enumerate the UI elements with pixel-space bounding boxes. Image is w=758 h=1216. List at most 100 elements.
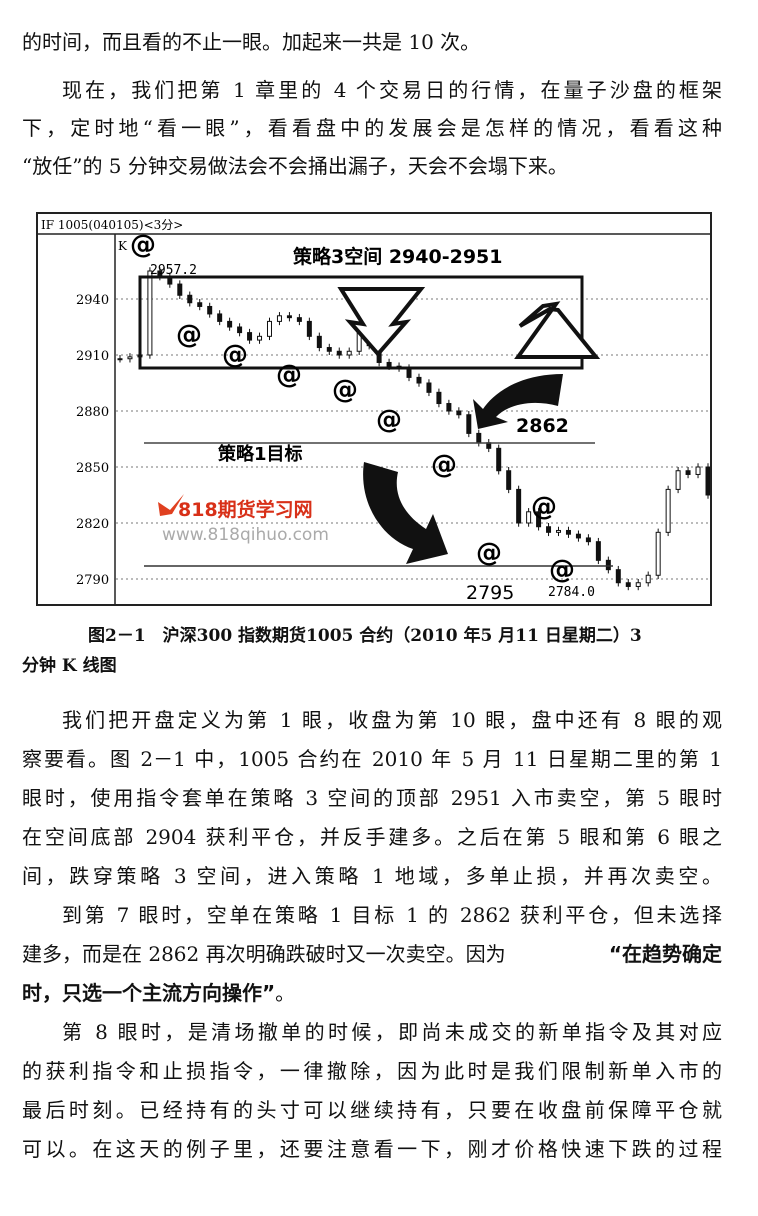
- candle-body: [496, 447, 502, 472]
- body-line: 眼时，使用指令套单在策略 3 空间的顶部 2951 入市卖空，第 5 眼时: [22, 786, 722, 810]
- body-line: 建多，而是在 2862 再次明确跌破时又一次卖空。因为 “在趋势确定: [22, 940, 722, 968]
- watermark-url: www.818qihuo.com: [162, 525, 329, 545]
- body-line: 我们把开盘定义为第 1 眼，收盘为第 10 眼，盘中还有 8 眼的观: [62, 708, 722, 732]
- candle-body: [276, 315, 282, 322]
- body-line: 到第 7 眼时，空单在策略 1 目标 1 的 2862 获利平仓，但未选择: [62, 903, 722, 927]
- curved-arrow-down-icon: [363, 462, 448, 564]
- at-marker-icon: @: [431, 450, 457, 480]
- candle-body: [565, 529, 571, 535]
- y-tick-label: 2850: [76, 461, 109, 476]
- body-line: 时，只选一个主流方向操作”。: [22, 979, 722, 1007]
- strategy3-zone-box: [138, 275, 584, 370]
- candle-body: [266, 320, 272, 337]
- candle-body: [655, 531, 661, 576]
- candle-body: [227, 320, 233, 328]
- at-marker-icon: @: [222, 340, 248, 370]
- at-marker-icon: @: [176, 320, 202, 350]
- at-marker-icon: @: [476, 538, 502, 568]
- y-tick-label: 2910: [76, 349, 109, 364]
- candle-body: [147, 270, 153, 356]
- candle-body: [257, 335, 263, 341]
- figure-caption-cont: 分钟 K 线图: [22, 656, 117, 676]
- intro-line: “放任”的 5 分钟交易做法会不会捅出漏子，天会不会塌下来。: [22, 154, 568, 178]
- at-marker-icon: @: [549, 555, 575, 585]
- chart-header: IF 1005(040105)<3分>: [41, 218, 183, 232]
- candle-body: [316, 335, 322, 349]
- candle-body: [296, 317, 302, 322]
- at-marker-icon: @: [531, 492, 557, 522]
- body-line: 在空间底部 2904 获利平仓，并反手建多。之后在第 5 眼和第 6 眼之: [22, 825, 722, 849]
- y-tick-label: 2820: [76, 517, 109, 532]
- at-marker-icon: @: [332, 375, 358, 405]
- figure-2-1-chart: IF 1005(040105)<3分> K 2940 2910 2880 2850 28…: [36, 212, 712, 606]
- candle-body: [177, 283, 183, 296]
- candle-body: [635, 582, 641, 587]
- candle-body: [336, 350, 342, 356]
- body-line: 间，跌穿策略 3 空间，进入策略 1 地域，多单止损，并再次卖空。: [22, 864, 722, 888]
- candle-body: [506, 470, 512, 490]
- strategy1-label: 策略1目标: [218, 443, 303, 465]
- candle-body: [476, 432, 482, 444]
- candle-body: [187, 294, 193, 304]
- y-tick-label: 2880: [76, 405, 109, 420]
- candle-body: [516, 488, 522, 524]
- body-line: 察要看。图 2－1 中，1005 合约在 2010 年 5 月 11 日星期二里…: [22, 747, 722, 771]
- level-2795-label: 2795: [466, 582, 514, 604]
- candle-body: [665, 488, 671, 533]
- candle-body: [546, 526, 552, 533]
- body-text: 。: [275, 981, 296, 1005]
- candle-body: [386, 361, 392, 367]
- at-marker-icon: @: [130, 230, 156, 260]
- up-arrow-icon: [514, 301, 601, 359]
- intro-line: 现在，我们把第 1 章里的 4 个交易日的行情，在量子沙盘的框架: [62, 78, 722, 102]
- candle-body: [615, 569, 621, 584]
- candle-body: [575, 533, 581, 539]
- candle-body: [237, 326, 243, 334]
- candle-body: [645, 574, 651, 584]
- candle-body: [685, 470, 691, 475]
- candle-body: [326, 347, 332, 352]
- candle-body: [446, 403, 452, 412]
- body-line: 第 8 眼时，是清场撤单的时候，即尚未成交的新单指令及其对应: [62, 1020, 722, 1044]
- candle-body: [526, 511, 532, 524]
- watermark-logo-icon: [158, 494, 184, 516]
- candle-body: [625, 582, 631, 587]
- body-emphasis: “在趋势确定: [608, 942, 722, 966]
- candle-body: [426, 382, 432, 393]
- candle-body: [306, 320, 312, 337]
- body-line: 可以。在这天的例子里，还要注意看一下，刚才价格快速下跌的过程: [22, 1137, 722, 1161]
- candle-body: [675, 470, 681, 490]
- body-line: 的获利指令和止损指令，一律撤除，因为此时是我们限制新单入市的: [22, 1059, 722, 1083]
- candle-body: [705, 466, 710, 496]
- body-emphasis: 时，只选一个主流方向操作”: [22, 981, 276, 1005]
- chart-svg: IF 1005(040105)<3分> K 2940 2910 2880 2850 28…: [38, 218, 710, 604]
- down-arrow-icon: [337, 287, 426, 358]
- candle-body: [456, 410, 462, 416]
- candle-body: [595, 541, 601, 561]
- candle-body: [117, 358, 123, 361]
- candle-body: [127, 356, 133, 360]
- candle-body: [346, 350, 352, 356]
- strategy3-label: 策略3空间 2940-2951: [293, 245, 502, 268]
- at-marker-icon: @: [276, 360, 302, 390]
- candle-body: [585, 537, 591, 543]
- intro-line: 下，定时地“看一眼”，看看盘中的发展会是怎样的情况，看看这种: [22, 116, 722, 140]
- curved-arrow-left-icon: [473, 374, 563, 429]
- candle-body: [556, 529, 562, 533]
- y-tick-label: 2790: [76, 573, 109, 588]
- watermark-logo: 818期货学习网: [178, 498, 313, 521]
- high-label: 2957.2: [150, 263, 197, 278]
- candle-body: [416, 376, 422, 384]
- candle-body: [207, 305, 213, 315]
- figure-caption: 图2－1 沪深300 指数期货1005 合约（2010 年5 月11 日星期二）…: [88, 626, 642, 646]
- candle-body: [247, 332, 253, 341]
- candle-body: [466, 414, 472, 434]
- level-2862-label: 2862: [516, 415, 569, 437]
- candle-body: [436, 391, 442, 405]
- at-marker-icon: @: [376, 405, 402, 435]
- low-label: 2784.0: [548, 585, 595, 600]
- candle-body: [695, 466, 701, 475]
- candle-body: [197, 302, 203, 307]
- candle-body: [217, 313, 223, 322]
- y-tick-label: 2940: [76, 293, 109, 308]
